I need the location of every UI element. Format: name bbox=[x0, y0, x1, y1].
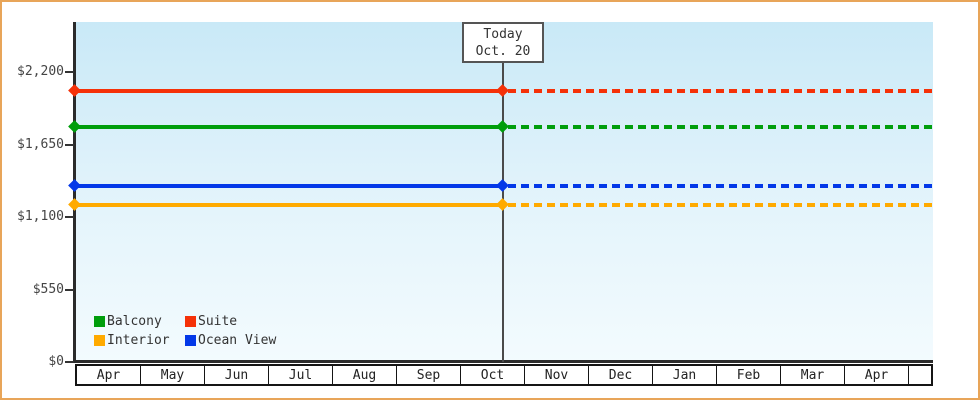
legend-item-ocean-view: Ocean View bbox=[185, 332, 277, 348]
today-date: Oct. 20 bbox=[475, 44, 531, 59]
series-line-dotted-suite bbox=[503, 89, 933, 94]
month-cell: Jan bbox=[653, 366, 717, 384]
y-tick-label: $550 bbox=[32, 281, 64, 297]
series-line-solid-suite bbox=[75, 89, 503, 94]
legend-swatch-suite bbox=[185, 315, 196, 327]
legend-label: Ocean View bbox=[198, 332, 277, 348]
series-line-dotted-interior bbox=[503, 203, 933, 208]
y-tick-label: $0 bbox=[48, 354, 64, 369]
legend-item-suite: Suite bbox=[185, 313, 276, 329]
y-axis-line bbox=[73, 22, 76, 363]
month-cell: May bbox=[141, 366, 205, 384]
y-tick-label: $1,100 bbox=[17, 209, 64, 224]
month-cell: Nov bbox=[525, 366, 589, 384]
series-line-dotted-ocean-view bbox=[503, 184, 933, 189]
today-label: Today bbox=[483, 27, 523, 42]
month-cell: Aug bbox=[333, 366, 397, 384]
y-tick-mark bbox=[65, 71, 74, 73]
month-cell: Apr bbox=[77, 366, 141, 384]
y-tick-mark bbox=[65, 216, 74, 218]
legend-swatch-interior bbox=[94, 334, 105, 346]
legend-label: Balcony bbox=[107, 313, 162, 329]
legend-swatch-ocean-view bbox=[185, 334, 196, 346]
today-line bbox=[502, 63, 504, 362]
y-tick-mark bbox=[65, 288, 74, 291]
legend-item-interior: Interior bbox=[94, 332, 185, 348]
y-tick-label: $2,200 bbox=[17, 64, 64, 79]
month-cell: Sep bbox=[397, 366, 461, 384]
month-cell: Mar bbox=[781, 366, 845, 384]
plot-area bbox=[75, 22, 933, 362]
month-cell: Apr bbox=[845, 366, 909, 384]
x-axis-month-row: Apr May Jun Jul Aug Sep Oct Nov Dec Jan Feb Mar Apr bbox=[75, 364, 933, 386]
legend-item-balcony: Balcony bbox=[94, 313, 185, 329]
month-cell: Oct bbox=[461, 366, 525, 384]
y-tick-mark bbox=[65, 143, 74, 146]
legend: Balcony Suite Interior Ocean View bbox=[94, 313, 277, 348]
today-box: Today Oct. 20 bbox=[462, 22, 544, 63]
legend-label: Interior bbox=[107, 332, 170, 348]
y-tick-label: $1,650 bbox=[17, 136, 64, 152]
series-line-solid-balcony bbox=[75, 124, 503, 129]
series-line-solid-interior bbox=[75, 203, 503, 208]
legend-label: Suite bbox=[198, 313, 238, 329]
series-line-solid-ocean-view bbox=[75, 184, 503, 189]
month-cell: Feb bbox=[717, 366, 781, 384]
month-cell: Jul bbox=[269, 366, 333, 384]
y-tick-mark bbox=[65, 361, 74, 363]
series-line-dotted-balcony bbox=[503, 124, 933, 129]
legend-swatch-balcony bbox=[94, 315, 105, 327]
month-cell: Dec bbox=[589, 366, 653, 384]
month-cell-empty bbox=[909, 366, 931, 384]
month-cell: Jun bbox=[205, 366, 269, 384]
